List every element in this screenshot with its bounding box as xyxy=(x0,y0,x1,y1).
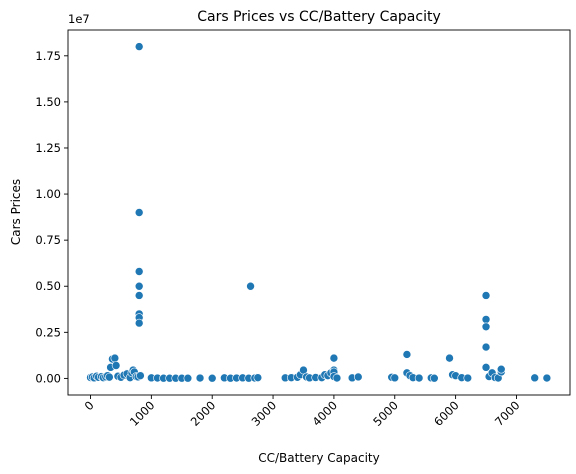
y-axis-ticks: 0.00 0.25 0.50 0.75 1.00 1.25 1.50 1.75 xyxy=(35,49,68,385)
data-point xyxy=(430,373,439,383)
y-tick-label: 1.25 xyxy=(35,141,61,155)
data-point xyxy=(481,342,491,352)
x-tick-label: 6000 xyxy=(431,398,462,429)
data-point xyxy=(134,42,144,51)
x-tick-label: 1000 xyxy=(127,398,158,429)
data-point xyxy=(445,353,454,363)
data-point xyxy=(111,361,121,370)
y-tick-label: 1.50 xyxy=(35,95,61,109)
x-axis-label: CC/Battery Capacity xyxy=(258,451,379,465)
data-point xyxy=(105,372,114,382)
data-point xyxy=(134,318,144,328)
x-axis-ticks: 0 1000 2000 3000 4000 5000 6000 7000 xyxy=(82,395,523,429)
data-point xyxy=(481,315,491,324)
data-point xyxy=(332,373,342,383)
y-tick-label: 0.75 xyxy=(35,233,61,247)
data-point xyxy=(530,373,540,383)
data-point xyxy=(134,208,144,217)
y-tick-label: 1.75 xyxy=(35,49,61,63)
data-point xyxy=(134,267,144,276)
y-axis-label: Cars Prices xyxy=(9,179,23,245)
data-point xyxy=(481,322,491,332)
y-tick-label: 0.00 xyxy=(35,371,61,385)
x-tick-label: 7000 xyxy=(492,398,523,429)
y-tick-label: 1.00 xyxy=(35,187,61,201)
data-point xyxy=(402,350,412,359)
data-point xyxy=(246,281,255,291)
data-point xyxy=(136,371,145,380)
plot-frame xyxy=(67,29,571,396)
data-point xyxy=(390,373,400,383)
y-tick-label: 0.50 xyxy=(35,279,61,293)
y-multiplier-label: 1e7 xyxy=(68,12,90,26)
data-point xyxy=(183,373,193,383)
x-tick-label: 5000 xyxy=(370,398,401,429)
x-tick-label: 4000 xyxy=(309,398,340,429)
data-point xyxy=(481,363,491,372)
chart-title: Cars Prices vs CC/Battery Capacity xyxy=(197,9,441,25)
data-point xyxy=(195,373,205,383)
points-layer xyxy=(86,42,552,383)
x-tick-label: 0 xyxy=(82,398,97,413)
data-point xyxy=(134,291,144,300)
data-point xyxy=(253,373,263,382)
data-point xyxy=(496,364,506,374)
data-point xyxy=(353,372,363,382)
plot-area xyxy=(68,30,570,395)
x-tick-label: 2000 xyxy=(188,398,219,429)
data-point xyxy=(110,353,120,363)
y-tick-label: 0.25 xyxy=(35,325,61,339)
data-point xyxy=(207,373,217,383)
data-point xyxy=(414,373,424,383)
data-point xyxy=(134,281,144,291)
data-point xyxy=(463,373,473,383)
x-tick-label: 3000 xyxy=(249,398,280,429)
data-point xyxy=(542,373,552,383)
data-point xyxy=(329,353,339,363)
data-point xyxy=(481,291,491,300)
